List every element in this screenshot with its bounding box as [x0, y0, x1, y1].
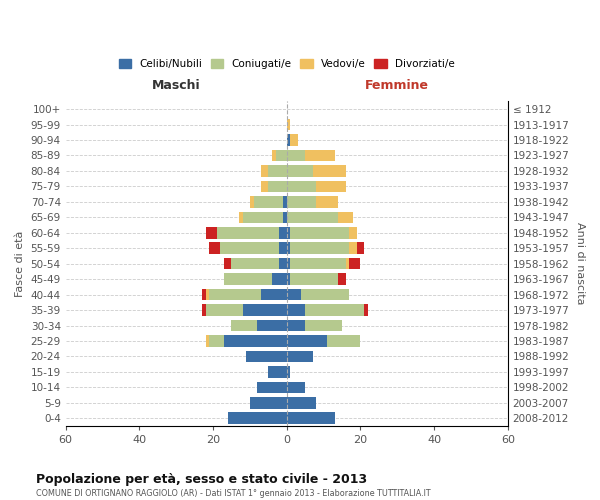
Bar	[283, 196, 287, 207]
Bar	[209, 242, 220, 254]
Legend: Celibi/Nubili, Coniugati/e, Vedovi/e, Divorziati/e: Celibi/Nubili, Coniugati/e, Vedovi/e, Di…	[115, 54, 459, 73]
Bar	[202, 289, 206, 300]
Bar	[287, 242, 290, 254]
Bar	[257, 320, 287, 332]
Bar	[287, 180, 316, 192]
Bar	[272, 150, 275, 162]
Bar	[242, 212, 283, 223]
Bar	[287, 274, 290, 285]
Bar	[275, 150, 287, 162]
Bar	[287, 397, 316, 408]
Bar	[364, 304, 368, 316]
Y-axis label: Anni di nascita: Anni di nascita	[575, 222, 585, 305]
Bar	[261, 180, 268, 192]
Bar	[202, 304, 206, 316]
Bar	[268, 366, 287, 378]
Bar	[287, 134, 290, 146]
Bar	[287, 335, 327, 347]
Bar	[206, 289, 209, 300]
Bar	[316, 180, 346, 192]
Bar	[290, 227, 349, 238]
Bar	[290, 258, 346, 270]
Bar	[261, 289, 287, 300]
Text: Femmine: Femmine	[365, 79, 429, 92]
Bar	[287, 350, 313, 362]
Bar	[316, 196, 338, 207]
Bar	[242, 304, 287, 316]
Bar	[305, 320, 342, 332]
Bar	[287, 366, 290, 378]
Bar	[313, 165, 346, 176]
Bar	[287, 165, 313, 176]
Bar	[287, 320, 305, 332]
Bar	[349, 242, 357, 254]
Bar	[232, 320, 257, 332]
Text: Maschi: Maschi	[152, 79, 200, 92]
Bar	[250, 196, 254, 207]
Bar	[261, 165, 268, 176]
Bar	[228, 412, 287, 424]
Bar	[338, 212, 353, 223]
Bar	[327, 335, 361, 347]
Bar	[239, 212, 242, 223]
Bar	[206, 304, 242, 316]
Bar	[290, 274, 338, 285]
Bar	[206, 227, 217, 238]
Bar	[206, 335, 209, 347]
Bar	[305, 304, 364, 316]
Bar	[287, 150, 305, 162]
Bar	[349, 258, 361, 270]
Bar	[224, 274, 272, 285]
Bar	[280, 227, 287, 238]
Bar	[224, 258, 232, 270]
Bar	[301, 289, 349, 300]
Bar	[287, 227, 290, 238]
Bar	[220, 242, 280, 254]
Bar	[268, 165, 287, 176]
Bar	[338, 274, 346, 285]
Bar	[287, 196, 316, 207]
Bar	[283, 212, 287, 223]
Bar	[272, 274, 287, 285]
Y-axis label: Fasce di età: Fasce di età	[15, 230, 25, 297]
Bar	[290, 242, 349, 254]
Bar	[209, 289, 261, 300]
Bar	[287, 119, 290, 130]
Bar	[257, 382, 287, 393]
Text: Popolazione per età, sesso e stato civile - 2013: Popolazione per età, sesso e stato civil…	[36, 472, 367, 486]
Bar	[246, 350, 287, 362]
Bar	[287, 289, 301, 300]
Bar	[305, 150, 335, 162]
Bar	[287, 258, 290, 270]
Text: COMUNE DI ORTIGNANO RAGGIOLO (AR) - Dati ISTAT 1° gennaio 2013 - Elaborazione TU: COMUNE DI ORTIGNANO RAGGIOLO (AR) - Dati…	[36, 489, 431, 498]
Bar	[232, 258, 280, 270]
Bar	[287, 382, 305, 393]
Bar	[290, 134, 298, 146]
Bar	[349, 227, 357, 238]
Bar	[268, 180, 287, 192]
Bar	[254, 196, 283, 207]
Bar	[280, 258, 287, 270]
Bar	[217, 227, 280, 238]
Bar	[250, 397, 287, 408]
Bar	[287, 304, 305, 316]
Bar	[287, 212, 338, 223]
Bar	[287, 412, 335, 424]
Bar	[357, 242, 364, 254]
Bar	[209, 335, 224, 347]
Bar	[280, 242, 287, 254]
Bar	[346, 258, 349, 270]
Bar	[224, 335, 287, 347]
